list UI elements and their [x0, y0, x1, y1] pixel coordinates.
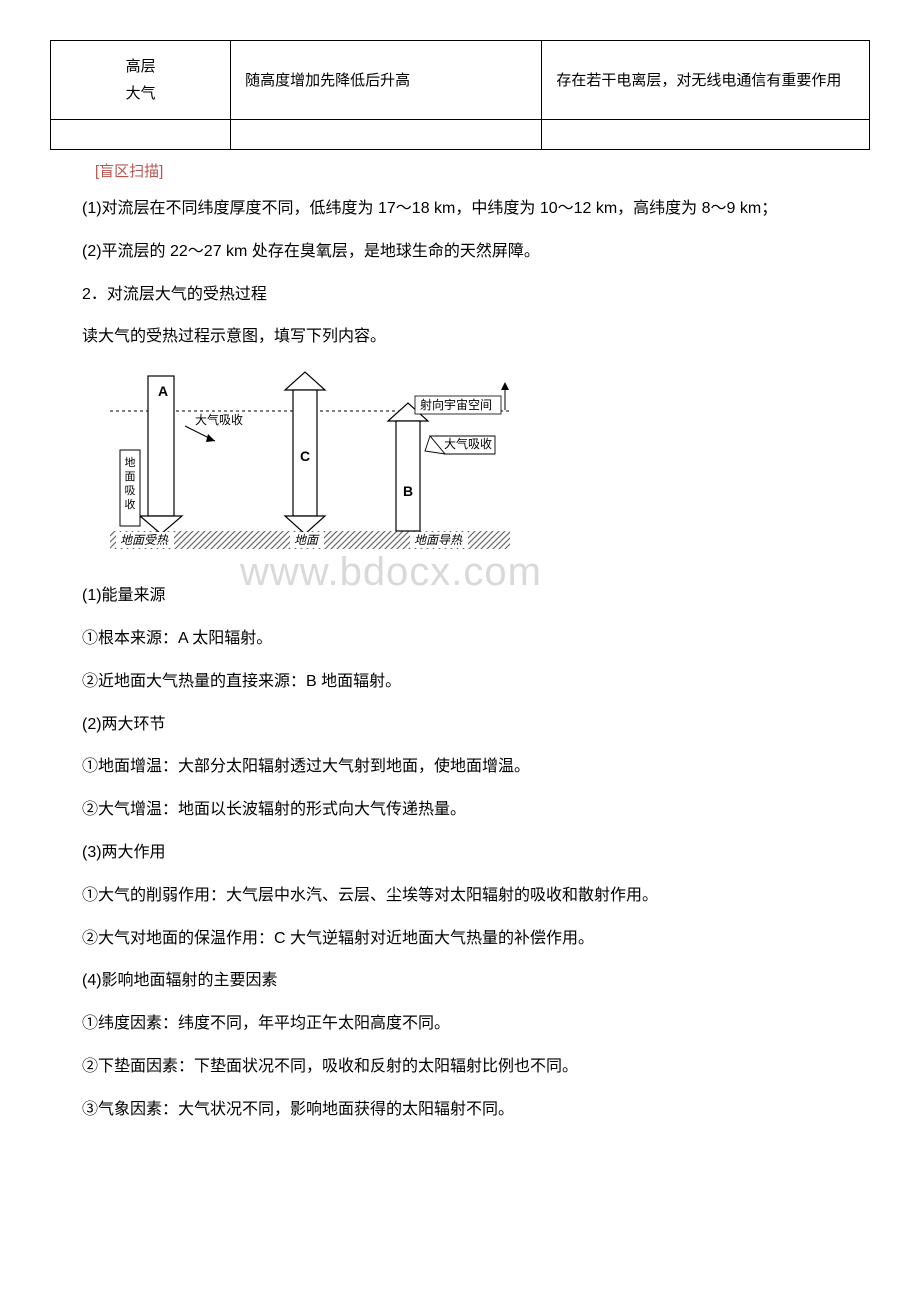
scan-label: [盲区扫描] — [50, 158, 870, 185]
section-1: (1)能量来源 — [50, 582, 870, 611]
diagram-svg: A 大气吸收 地面吸收 C B — [100, 366, 520, 566]
cell-empty — [542, 120, 870, 150]
label-ground-heat: 地面受热 — [120, 533, 169, 547]
label-c: C — [300, 448, 310, 464]
cell-temp: 随高度增加先降低后升高 — [231, 41, 542, 120]
section-1a: ①根本来源：A 太阳辐射。 — [50, 625, 870, 654]
table-row-empty — [51, 120, 870, 150]
cell-empty — [51, 120, 231, 150]
atmosphere-table: 高层 大气 随高度增加先降低后升高 存在若干电离层，对无线电通信有重要作用 — [50, 40, 870, 150]
section-4c: ③气象因素：大气状况不同，影响地面获得的太阳辐射不同。 — [50, 1096, 870, 1125]
cell-empty — [231, 120, 542, 150]
section-4a: ①纬度因素：纬度不同，年平均正午太阳高度不同。 — [50, 1010, 870, 1039]
heading-2-sub: 读大气的受热过程示意图，填写下列内容。 — [50, 323, 870, 352]
label-space: 射向宇宙空间 — [420, 397, 492, 412]
table-row: 高层 大气 随高度增加先降低后升高 存在若干电离层，对无线电通信有重要作用 — [51, 41, 870, 120]
label-absorb-right: 大气吸收 — [444, 436, 492, 451]
section-3b: ②大气对地面的保温作用：C 大气逆辐射对近地面大气热量的补偿作用。 — [50, 925, 870, 954]
paragraph-2: (2)平流层的 22～27 km 处存在臭氧层，是地球生命的天然屏障。 — [50, 238, 870, 267]
paragraph-1: (1)对流层在不同纬度厚度不同，低纬度为 17～18 km，中纬度为 10～12… — [50, 195, 870, 224]
section-2: (2)两大环节 — [50, 711, 870, 740]
label-absorb-left: 大气吸收 — [195, 412, 243, 427]
label-a: A — [158, 383, 168, 399]
section-4b: ②下垫面因素：下垫面状况不同，吸收和反射的太阳辐射比例也不同。 — [50, 1053, 870, 1082]
section-1b: ②近地面大气热量的直接来源：B 地面辐射。 — [50, 668, 870, 697]
label-ground: 地面 — [294, 533, 320, 547]
section-3: (3)两大作用 — [50, 839, 870, 868]
section-2b: ②大气增温：地面以长波辐射的形式向大气传递热量。 — [50, 796, 870, 825]
section-2a: ①地面增温：大部分太阳辐射透过大气射到地面，使地面增温。 — [50, 753, 870, 782]
cell-layer: 高层 大气 — [51, 41, 231, 120]
heading-2: 2．对流层大气的受热过程 — [50, 281, 870, 310]
section-3a: ①大气的削弱作用：大气层中水汽、云层、尘埃等对太阳辐射的吸收和散射作用。 — [50, 882, 870, 911]
cell-feature: 存在若干电离层，对无线电通信有重要作用 — [542, 41, 870, 120]
section-4: (4)影响地面辐射的主要因素 — [50, 967, 870, 996]
label-b: B — [403, 483, 413, 499]
label-ground-conduct: 地面导热 — [414, 533, 463, 547]
heat-process-diagram: A 大气吸收 地面吸收 C B — [100, 366, 870, 566]
